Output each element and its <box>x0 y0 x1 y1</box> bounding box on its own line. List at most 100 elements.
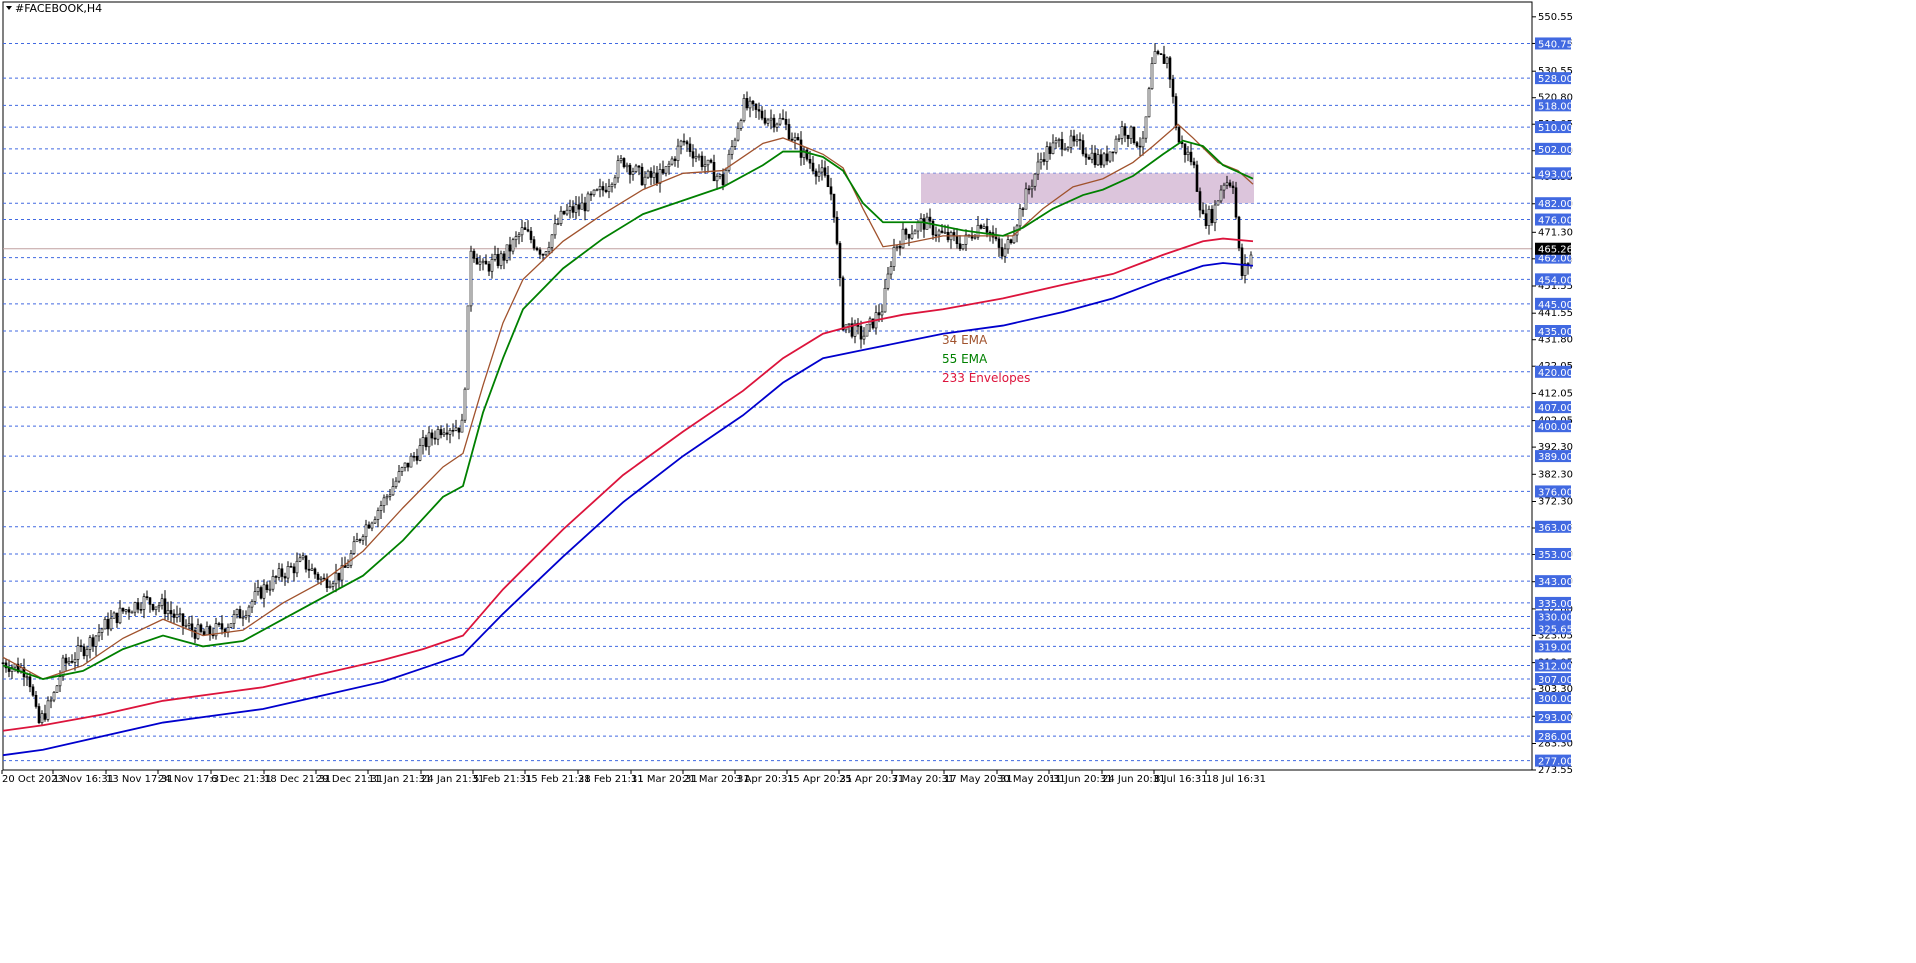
candle-body <box>1039 159 1043 163</box>
candle-body <box>1189 151 1193 163</box>
candle-body <box>889 266 893 275</box>
series-line <box>2 139 1254 680</box>
candle-body <box>748 100 752 109</box>
candle-body <box>514 236 518 241</box>
candle-body <box>340 565 344 581</box>
candle-body <box>463 388 467 421</box>
time-tick-label: 5 Feb 21:31 <box>473 774 532 785</box>
candle-body <box>1030 185 1034 190</box>
candle-body <box>1054 140 1058 144</box>
candle-body <box>526 229 530 232</box>
candle-body <box>391 486 395 496</box>
level-badge <box>1535 610 1571 623</box>
candle-body <box>274 576 278 578</box>
candle-body <box>760 110 764 119</box>
candle-body <box>412 455 416 458</box>
candle-body <box>1111 151 1115 154</box>
candle-body <box>1240 247 1244 276</box>
candle-body <box>460 419 464 433</box>
level-badge <box>1535 37 1571 50</box>
candle-body <box>742 98 746 121</box>
time-tick-label: 18 Jul 16:31 <box>1206 774 1266 785</box>
time-tick-label: 25 Apr 20:31 <box>839 774 904 785</box>
level-badge <box>1535 640 1571 653</box>
level-badge <box>1535 520 1571 533</box>
candle-body <box>556 223 560 225</box>
level-badge <box>1535 297 1571 310</box>
candle-body <box>1114 138 1118 153</box>
candle-body <box>70 661 74 663</box>
level-badge <box>1535 485 1571 498</box>
candle-body <box>898 245 902 249</box>
candle-body <box>433 437 437 440</box>
price-tick-label: 520.80 <box>1538 93 1573 104</box>
candle-body <box>943 231 947 234</box>
candle-body <box>190 623 194 631</box>
candle-body <box>703 164 707 167</box>
candle-body <box>295 560 299 574</box>
series-line <box>2 123 1254 680</box>
chart-title: #FACEBOOK,H4 <box>6 2 102 15</box>
candle-body <box>1165 57 1169 64</box>
candle-body <box>61 657 65 677</box>
candle-body <box>1003 248 1007 257</box>
candle-body <box>922 218 926 230</box>
candle-body <box>862 335 866 340</box>
candle-body <box>817 171 821 177</box>
candle-body <box>496 254 500 266</box>
candle-body <box>127 609 131 613</box>
candle-body <box>1213 204 1217 224</box>
candle-body <box>55 685 59 693</box>
candle-body <box>706 159 710 166</box>
candle-body <box>376 510 380 520</box>
candle-body <box>421 437 425 446</box>
candle-body <box>1177 127 1181 143</box>
level-badge-label: 389.00 <box>1538 452 1573 463</box>
candle-body <box>574 204 578 213</box>
candle-body <box>109 617 113 630</box>
candle-body <box>1036 161 1040 175</box>
candle-body <box>439 429 443 436</box>
candle-body <box>1204 213 1208 227</box>
price-tick-label: 441.55 <box>1538 308 1573 319</box>
candle-body <box>601 186 605 191</box>
candle-body <box>385 496 389 499</box>
level-badge-label: 502.00 <box>1538 145 1573 156</box>
candle-body <box>1081 140 1085 155</box>
time-tick-label: 21 Mar 20:31 <box>683 774 750 785</box>
time-tick-label: 15 Feb 21:31 <box>525 774 591 785</box>
candle-body <box>298 557 302 562</box>
candle-body <box>511 239 515 252</box>
candle-body <box>1249 254 1253 266</box>
candle-body <box>529 230 533 240</box>
candle-body <box>787 124 791 140</box>
candle-body <box>1105 153 1109 162</box>
candle-body <box>1183 143 1187 156</box>
price-tick-label: 273.55 <box>1538 765 1573 776</box>
price-tick-label: 283.30 <box>1538 738 1573 749</box>
dropdown-triangle-icon[interactable] <box>6 6 12 10</box>
candle-body <box>1219 189 1223 202</box>
candle-body <box>304 555 308 570</box>
candle-body <box>778 117 782 125</box>
candle-body <box>310 568 314 571</box>
candle-body <box>523 227 527 230</box>
candle-body <box>1210 208 1214 224</box>
candle-body <box>331 583 335 587</box>
candle-body <box>730 146 734 155</box>
candle-body <box>1033 173 1037 187</box>
time-tick-label: 30 May 20:31 <box>997 774 1066 785</box>
candle-body <box>313 568 317 575</box>
candle-body <box>1060 139 1064 150</box>
candle-body <box>229 623 233 628</box>
candle-body <box>622 158 626 168</box>
candle-body <box>493 254 497 260</box>
candle-body <box>316 573 320 580</box>
candle-body <box>505 244 509 261</box>
candle-body <box>361 536 365 541</box>
candle-body <box>1069 135 1073 148</box>
candle-body <box>1231 185 1235 189</box>
candle-body <box>1186 151 1190 156</box>
candle-body <box>244 615 248 618</box>
candle-body <box>448 429 452 435</box>
